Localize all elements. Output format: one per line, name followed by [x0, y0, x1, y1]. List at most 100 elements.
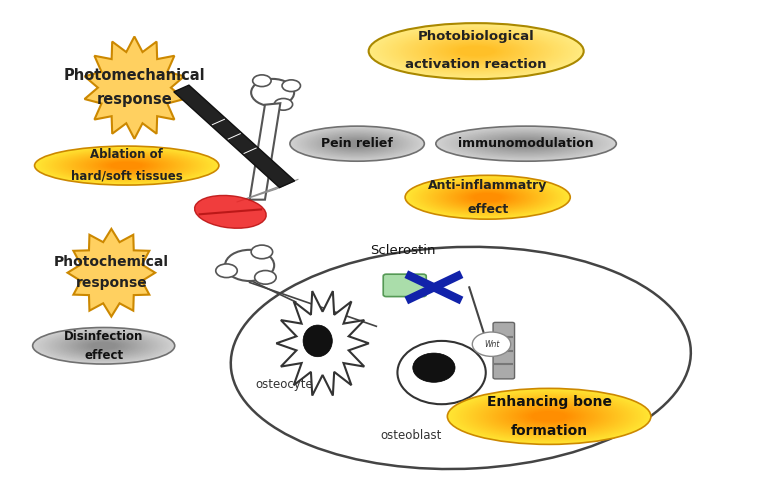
Ellipse shape [35, 328, 172, 363]
Ellipse shape [311, 131, 403, 156]
Ellipse shape [443, 128, 609, 160]
Ellipse shape [415, 178, 560, 216]
Ellipse shape [58, 334, 149, 357]
Ellipse shape [34, 328, 174, 364]
Ellipse shape [455, 188, 520, 206]
Ellipse shape [479, 397, 619, 436]
Ellipse shape [337, 138, 377, 149]
Ellipse shape [319, 133, 396, 154]
Ellipse shape [450, 389, 648, 444]
Ellipse shape [63, 152, 190, 179]
Ellipse shape [438, 184, 538, 210]
Ellipse shape [78, 155, 176, 176]
Ellipse shape [88, 342, 119, 350]
Text: response: response [97, 93, 172, 107]
Ellipse shape [81, 156, 172, 175]
Ellipse shape [465, 393, 634, 440]
Ellipse shape [437, 184, 538, 211]
Ellipse shape [424, 180, 551, 214]
Ellipse shape [37, 329, 170, 363]
Ellipse shape [84, 157, 169, 174]
Ellipse shape [515, 407, 583, 426]
Ellipse shape [94, 158, 160, 173]
Ellipse shape [66, 336, 141, 356]
Circle shape [251, 79, 294, 106]
Ellipse shape [491, 400, 607, 432]
Ellipse shape [509, 406, 589, 427]
Ellipse shape [101, 160, 152, 171]
Text: Photobiological: Photobiological [418, 30, 535, 43]
Ellipse shape [414, 35, 538, 67]
Polygon shape [68, 229, 155, 317]
Ellipse shape [324, 135, 390, 152]
Ellipse shape [437, 41, 515, 61]
Ellipse shape [59, 151, 194, 180]
Ellipse shape [458, 46, 495, 56]
Ellipse shape [445, 128, 607, 159]
Ellipse shape [420, 179, 555, 215]
Ellipse shape [529, 411, 569, 422]
Ellipse shape [488, 136, 564, 151]
Ellipse shape [81, 340, 127, 352]
Ellipse shape [45, 331, 163, 361]
Ellipse shape [532, 412, 566, 421]
Ellipse shape [291, 127, 423, 161]
Ellipse shape [476, 134, 576, 153]
Ellipse shape [327, 136, 387, 151]
Text: Enhancing bone: Enhancing bone [487, 395, 611, 409]
Ellipse shape [459, 392, 639, 441]
Ellipse shape [464, 191, 511, 204]
Ellipse shape [194, 195, 266, 228]
Ellipse shape [77, 339, 131, 353]
Ellipse shape [456, 391, 642, 442]
Ellipse shape [74, 154, 180, 177]
Ellipse shape [346, 141, 369, 147]
Ellipse shape [444, 43, 508, 59]
Ellipse shape [496, 402, 602, 431]
Text: Wnt: Wnt [484, 340, 499, 349]
Ellipse shape [341, 140, 373, 148]
Ellipse shape [462, 393, 637, 440]
Ellipse shape [80, 156, 173, 175]
Ellipse shape [432, 183, 543, 212]
Ellipse shape [482, 398, 616, 435]
Ellipse shape [438, 127, 614, 161]
Ellipse shape [70, 153, 184, 178]
Ellipse shape [71, 337, 137, 355]
Ellipse shape [415, 178, 561, 217]
Text: effect: effect [467, 203, 508, 216]
Ellipse shape [406, 175, 570, 219]
Ellipse shape [79, 339, 128, 352]
FancyBboxPatch shape [383, 274, 426, 297]
FancyBboxPatch shape [493, 322, 515, 379]
Ellipse shape [486, 399, 612, 434]
Ellipse shape [465, 131, 588, 156]
Ellipse shape [471, 193, 505, 202]
Ellipse shape [72, 337, 135, 354]
Ellipse shape [409, 176, 567, 218]
Ellipse shape [307, 131, 407, 157]
Ellipse shape [480, 135, 572, 152]
Ellipse shape [344, 140, 370, 147]
Ellipse shape [46, 331, 161, 360]
Ellipse shape [43, 330, 164, 361]
Ellipse shape [329, 136, 386, 151]
Ellipse shape [406, 176, 569, 219]
Ellipse shape [463, 393, 635, 440]
Ellipse shape [430, 39, 522, 63]
Circle shape [274, 98, 293, 110]
Ellipse shape [458, 391, 641, 442]
Ellipse shape [392, 29, 561, 73]
Ellipse shape [55, 333, 152, 358]
Ellipse shape [343, 140, 372, 148]
Ellipse shape [69, 337, 138, 355]
Ellipse shape [300, 129, 414, 159]
Ellipse shape [466, 132, 586, 155]
Ellipse shape [472, 133, 580, 154]
Ellipse shape [522, 409, 576, 424]
Ellipse shape [96, 159, 157, 172]
Ellipse shape [439, 41, 513, 61]
Ellipse shape [399, 31, 554, 72]
Ellipse shape [465, 191, 511, 203]
Ellipse shape [55, 150, 198, 181]
